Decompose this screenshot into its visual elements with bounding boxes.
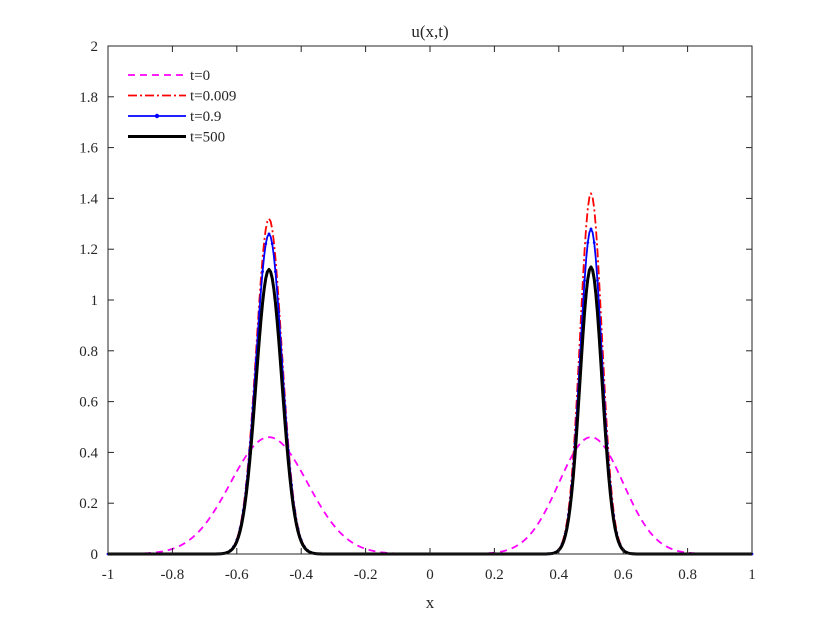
y-tick-label: 1.6 <box>79 141 98 157</box>
series-marker <box>586 241 590 245</box>
legend-label: t=0.009 <box>190 89 236 105</box>
x-tick-label: 0 <box>426 567 434 583</box>
series-marker <box>270 242 274 246</box>
x-tick-label: -1 <box>102 567 115 583</box>
x-tick-label: 0.4 <box>549 567 568 583</box>
legend-label: t=500 <box>190 130 225 146</box>
x-tick-label: -0.2 <box>354 567 378 583</box>
series-marker <box>261 270 264 273</box>
legend-marker <box>154 113 160 119</box>
series-marker <box>267 232 271 236</box>
x-tick-label: 0.8 <box>678 567 697 583</box>
y-tick-label: 0.8 <box>79 344 98 360</box>
y-tick-label: 2 <box>91 39 99 55</box>
y-tick-label: 1 <box>91 293 99 309</box>
series-marker <box>277 311 281 314</box>
y-tick-label: 1.4 <box>79 191 98 207</box>
y-tick-label: 0.4 <box>79 445 98 461</box>
series-marker <box>589 227 593 231</box>
series-marker <box>264 242 268 246</box>
legend-label: t=0.9 <box>190 109 221 125</box>
y-tick-label: 0.6 <box>79 395 98 411</box>
chart-title: u(x,t) <box>411 22 448 41</box>
series-marker <box>257 311 261 314</box>
x-axis-label: x <box>426 593 435 612</box>
x-tick-label: 0.2 <box>485 567 504 583</box>
plot-area <box>108 46 752 554</box>
series-marker <box>596 279 599 282</box>
x-tick-label: 0.6 <box>614 567 633 583</box>
y-tick-label: 1.8 <box>79 90 98 106</box>
y-axis: 0 0.2 0.4 0.6 0.8 1 1.2 1.4 1.6 1.8 2 <box>79 39 752 563</box>
y-tick-label: 0.2 <box>79 496 98 512</box>
series-marker <box>274 270 277 273</box>
y-tick-label: 1.2 <box>79 242 98 258</box>
series-marker <box>592 241 596 245</box>
x-tick-label: 1 <box>748 567 756 583</box>
y-tick-label: 0 <box>91 547 99 563</box>
x-tick-label: -0.8 <box>161 567 185 583</box>
series-marker <box>583 279 586 282</box>
x-tick-label: -0.4 <box>289 567 313 583</box>
legend: t=0 t=0.009 t=0.9 t=500 <box>128 68 236 146</box>
x-axis: -1 -0.8 -0.6 -0.4 -0.2 0 0.2 0.4 0.6 0.8 1 <box>102 46 756 583</box>
legend-label: t=0 <box>190 68 210 84</box>
x-tick-label: -0.6 <box>225 567 249 583</box>
